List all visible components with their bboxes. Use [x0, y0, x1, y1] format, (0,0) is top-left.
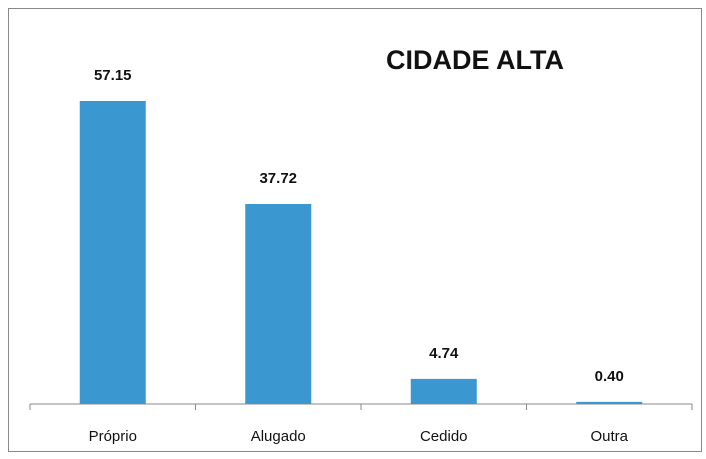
bar [79, 101, 146, 404]
bar [245, 204, 312, 404]
x-tick-label: Cedido [420, 428, 468, 445]
bar [410, 378, 477, 404]
value-label: 57.15 [94, 67, 132, 84]
bar [576, 401, 643, 404]
x-tick-label: Outra [590, 428, 628, 445]
chart-title: CIDADE ALTA [386, 45, 564, 75]
value-label: 4.74 [429, 345, 459, 362]
x-tick-label: Próprio [89, 428, 137, 445]
value-label: 0.40 [595, 368, 624, 385]
value-label: 37.72 [259, 170, 297, 187]
x-tick-label: Alugado [251, 428, 306, 445]
